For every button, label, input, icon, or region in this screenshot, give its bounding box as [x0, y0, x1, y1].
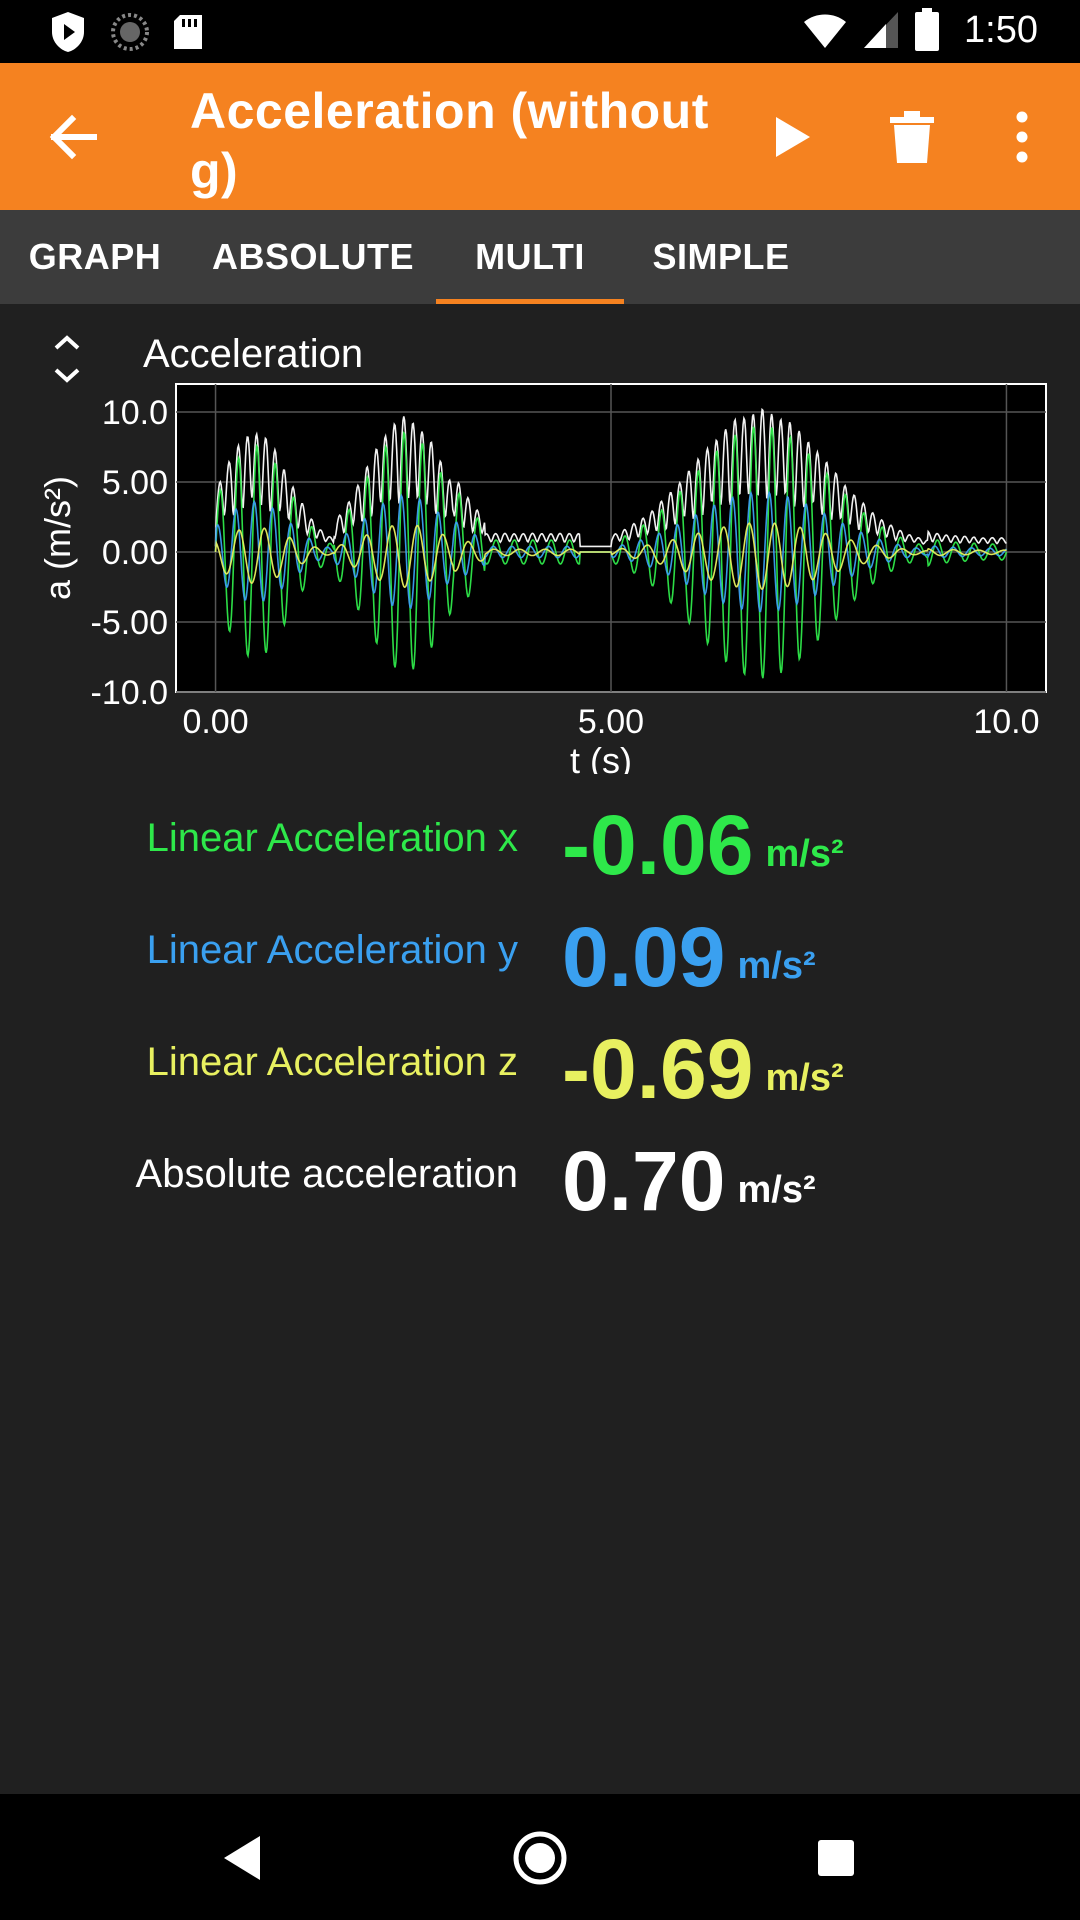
y-tick-label: -5.00 [91, 604, 169, 642]
value-abs: 0.70 [562, 1134, 726, 1228]
status-bar: 1:50 [0, 0, 1080, 63]
series-line-z [214, 522, 1007, 591]
reading-row-z: Linear Acceleration z -0.69 m/s² [0, 1014, 1080, 1124]
acceleration-chart[interactable]: 0.00 5.00 10.0 10.0 5.00 0.00 -5.00 -10.0 t (s) a… [0, 304, 1080, 774]
tab-bar: GRAPH ABSOLUTE MULTI SIMPLE [0, 210, 1080, 304]
graph-title: Acceleration [143, 332, 364, 376]
back-arrow-icon[interactable] [44, 107, 104, 167]
unit-abs: m/s² [737, 1169, 816, 1211]
x-axis-label: t (s) [570, 740, 632, 774]
x-tick-label: 10.0 [973, 703, 1039, 741]
tab-graph[interactable]: GRAPH [28, 236, 162, 277]
series-line-abs [214, 407, 1007, 548]
reading-label-z: Linear Acceleration z [146, 1040, 518, 1084]
reading-value-x: -0.06 m/s² [562, 790, 844, 909]
value-x: -0.06 [562, 798, 754, 892]
reading-value-z: -0.69 m/s² [562, 1014, 844, 1133]
reading-row-abs: Absolute acceleration 0.70 m/s² [0, 1126, 1080, 1236]
y-axis-label: a (m/s²) [37, 476, 78, 600]
status-time: 1:50 [964, 8, 1038, 51]
play-icon[interactable] [770, 115, 814, 159]
tab-absolute[interactable]: ABSOLUTE [212, 236, 414, 277]
signal-icon [864, 12, 899, 48]
unit-z: m/s² [765, 1057, 844, 1099]
x-tick-label: 5.00 [578, 703, 644, 741]
reading-value-abs: 0.70 m/s² [562, 1126, 816, 1245]
y-tick-label: 5.00 [102, 464, 168, 502]
nav-back-icon[interactable] [218, 1832, 270, 1884]
expand-collapse-icon[interactable] [50, 334, 84, 384]
nav-bar [0, 1794, 1080, 1920]
reading-row-y: Linear Acceleration y 0.09 m/s² [0, 902, 1080, 1012]
unit-y: m/s² [737, 945, 816, 987]
value-z: -0.69 [562, 1022, 754, 1116]
y-tick-label: 0.00 [102, 534, 168, 572]
graph-area: Acceleration 0.00 5.00 10.0 10.0 5.00 0.00 -5.… [0, 304, 1080, 774]
battery-icon [915, 8, 940, 51]
y-tick-label: 10.0 [102, 394, 168, 432]
reading-value-y: 0.09 m/s² [562, 902, 816, 1021]
reading-row-x: Linear Acceleration x -0.06 m/s² [0, 790, 1080, 900]
sd-card-icon [174, 15, 202, 49]
shield-play-icon [52, 12, 84, 52]
app-bar: Acceleration (without g) [0, 63, 1080, 210]
wifi-icon [804, 14, 847, 48]
tab-multi[interactable]: MULTI [436, 210, 624, 304]
reading-label-y: Linear Acceleration y [146, 928, 518, 972]
more-vert-icon[interactable] [1000, 111, 1044, 163]
value-y: 0.09 [562, 910, 726, 1004]
reading-label-abs: Absolute acceleration [135, 1152, 518, 1196]
page-title: Acceleration (without g) [190, 83, 709, 199]
sync-circle-icon [111, 13, 149, 51]
nav-recents-icon[interactable] [816, 1838, 856, 1878]
nav-home-icon[interactable] [512, 1830, 568, 1886]
tab-simple[interactable]: SIMPLE [652, 236, 790, 277]
unit-x: m/s² [765, 833, 844, 875]
reading-label-x: Linear Acceleration x [146, 816, 518, 860]
x-tick-label: 0.00 [182, 703, 248, 741]
y-tick-label: -10.0 [91, 674, 169, 712]
trash-icon[interactable] [888, 111, 936, 163]
